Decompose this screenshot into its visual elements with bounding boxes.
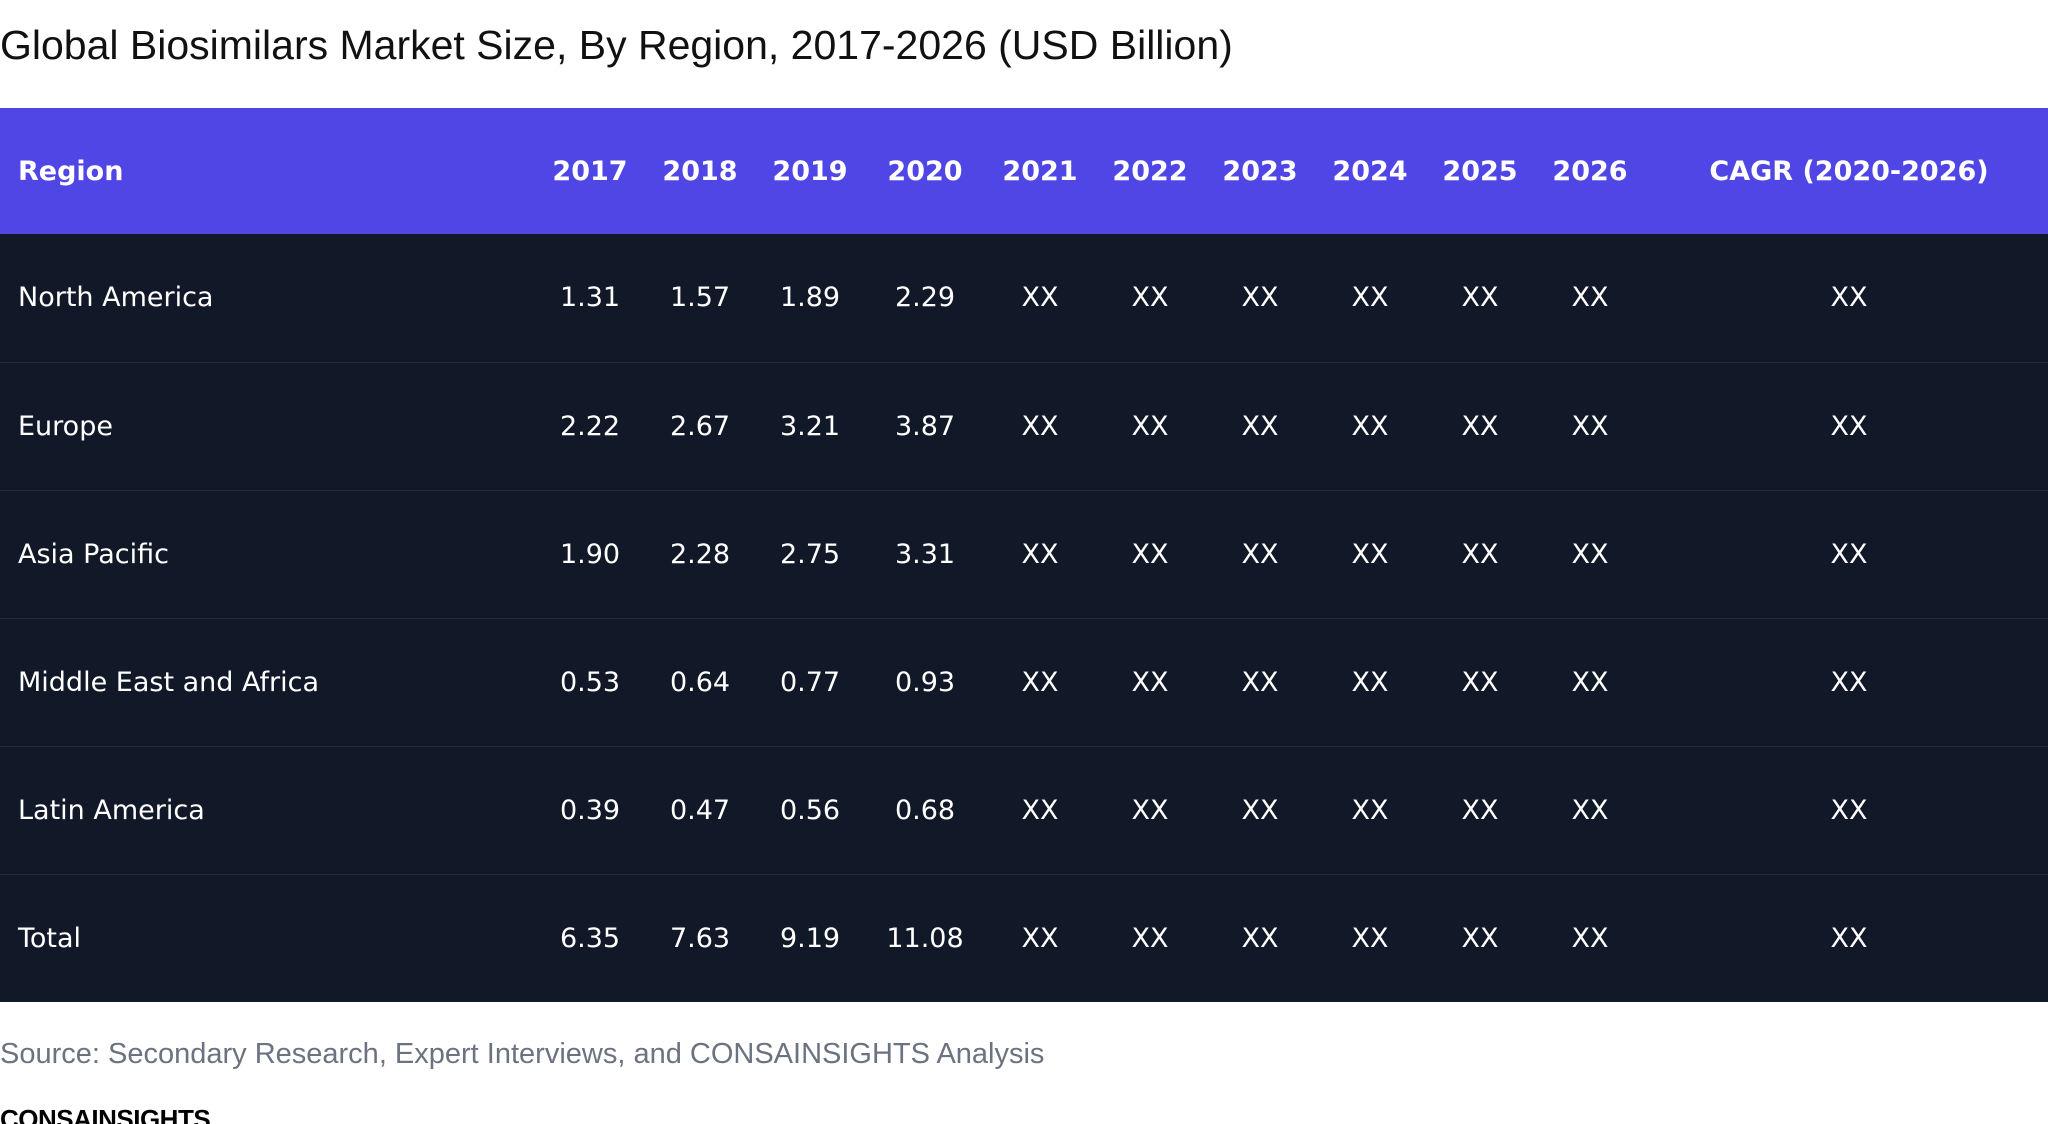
table-cell: 9.19	[779, 922, 841, 954]
row-label: Middle East and Africa	[18, 666, 319, 698]
table-cell: XX	[1351, 666, 1389, 698]
table-cell: XX	[1241, 922, 1279, 954]
column-header: 2025	[1442, 155, 1518, 187]
table-cell: XX	[1830, 666, 1868, 698]
table-cell: 3.21	[779, 410, 841, 442]
row-label: Asia Pacific	[18, 538, 169, 570]
table-cell: 3.87	[894, 410, 956, 442]
table-cell: XX	[1351, 410, 1389, 442]
column-header: 2026	[1552, 155, 1628, 187]
table-cell: 0.39	[559, 794, 621, 826]
table-cell: 2.75	[779, 538, 841, 570]
table-cell: 11.08	[886, 922, 964, 954]
table-cell: XX	[1241, 666, 1279, 698]
table-cell: 2.67	[669, 410, 731, 442]
source-note: Source: Secondary Research, Expert Inter…	[0, 1038, 1045, 1070]
table-cell: XX	[1571, 538, 1609, 570]
row-label: Total	[18, 922, 82, 954]
table-cell: XX	[1571, 282, 1609, 314]
table-header-row: Region 2017 2018 2019 2020 2021 2022 2023 2024 20…	[0, 108, 2048, 234]
table-cell: XX	[1021, 922, 1059, 954]
column-header: 2017	[552, 155, 628, 187]
table-cell: XX	[1461, 922, 1499, 954]
table-cell: XX	[1830, 794, 1868, 826]
row-label: Europe	[18, 410, 113, 442]
column-header: 2018	[662, 155, 738, 187]
table-cell: XX	[1021, 538, 1059, 570]
table-cell: XX	[1571, 410, 1609, 442]
column-header-region: Region	[18, 155, 124, 187]
table-row: North America 1.31 1.57 1.89 2.29 XX XX XX XX XX X…	[0, 234, 2048, 362]
table-cell: XX	[1241, 410, 1279, 442]
table-cell: XX	[1571, 794, 1609, 826]
table-cell: XX	[1131, 922, 1169, 954]
table-cell: 2.22	[559, 410, 621, 442]
table-cell: 0.68	[894, 794, 956, 826]
table-cell: XX	[1021, 666, 1059, 698]
table-cell: XX	[1131, 666, 1169, 698]
table-cell: 0.77	[779, 666, 841, 698]
table-cell: 1.31	[559, 282, 621, 314]
table-cell: XX	[1131, 538, 1169, 570]
table-cell: XX	[1571, 922, 1609, 954]
table-cell: XX	[1351, 794, 1389, 826]
column-header: 2024	[1332, 155, 1408, 187]
table-cell: 3.31	[894, 538, 956, 570]
brand-logo-text: CONSAINSIGHTS	[0, 1104, 211, 1124]
column-header: 2019	[772, 155, 848, 187]
table-cell: 0.56	[779, 794, 841, 826]
row-label: Latin America	[18, 794, 205, 826]
table-cell: XX	[1241, 538, 1279, 570]
row-label: North America	[18, 282, 214, 314]
table-body: North America 1.31 1.57 1.89 2.29 XX XX XX XX XX X…	[0, 234, 2048, 1002]
table-cell: XX	[1241, 794, 1279, 826]
table-cell: 1.90	[559, 538, 621, 570]
table-cell: XX	[1461, 666, 1499, 698]
column-header: CAGR (2020-2026)	[1709, 155, 1989, 187]
table-cell: 2.29	[894, 282, 956, 314]
table-cell: 1.89	[779, 282, 841, 314]
table-cell: XX	[1461, 794, 1499, 826]
table-cell: XX	[1131, 794, 1169, 826]
table-cell: XX	[1131, 282, 1169, 314]
table-cell: XX	[1241, 282, 1279, 314]
table-cell: XX	[1021, 410, 1059, 442]
table-cell: XX	[1461, 538, 1499, 570]
table-cell: 0.47	[669, 794, 731, 826]
page-title: Global Biosimilars Market Size, By Regio…	[0, 22, 1233, 68]
column-header: 2020	[887, 155, 963, 187]
table-cell: XX	[1131, 410, 1169, 442]
column-header: 2022	[1112, 155, 1188, 187]
table-row: Europe 2.22 2.67 3.21 3.87 XX XX XX XX XX XX XX	[0, 362, 2048, 490]
table-row: Asia Pacific 1.90 2.28 2.75 3.31 XX XX XX XX XX XX…	[0, 490, 2048, 618]
table-row: Total 6.35 7.63 9.19 11.08 XX XX XX XX XX XX XX	[0, 874, 2048, 1002]
table-cell: 7.63	[669, 922, 731, 954]
table-row: Latin America 0.39 0.47 0.56 0.68 XX XX XX XX XX X…	[0, 746, 2048, 874]
table-cell: XX	[1830, 282, 1868, 314]
table-cell: XX	[1461, 410, 1499, 442]
column-header: 2021	[1002, 155, 1078, 187]
table-cell: XX	[1571, 666, 1609, 698]
table-cell: XX	[1830, 922, 1868, 954]
table-cell: 0.64	[669, 666, 731, 698]
market-size-table: Region 2017 2018 2019 2020 2021 2022 2023 2024 20…	[0, 108, 2048, 1002]
table-row: Middle East and Africa 0.53 0.64 0.77 0.93 XX…	[0, 618, 2048, 746]
table-cell: XX	[1461, 282, 1499, 314]
table-cell: XX	[1830, 538, 1868, 570]
table-cell: 1.57	[669, 282, 731, 314]
table-cell: XX	[1830, 410, 1868, 442]
table-cell: XX	[1351, 922, 1389, 954]
table-cell: XX	[1021, 282, 1059, 314]
table-cell: 0.53	[559, 666, 621, 698]
column-header: 2023	[1222, 155, 1298, 187]
table-cell: 0.93	[894, 666, 956, 698]
table-cell: XX	[1351, 538, 1389, 570]
table-cell: 6.35	[559, 922, 621, 954]
table-cell: 2.28	[669, 538, 731, 570]
table-cell: XX	[1021, 794, 1059, 826]
table-cell: XX	[1351, 282, 1389, 314]
